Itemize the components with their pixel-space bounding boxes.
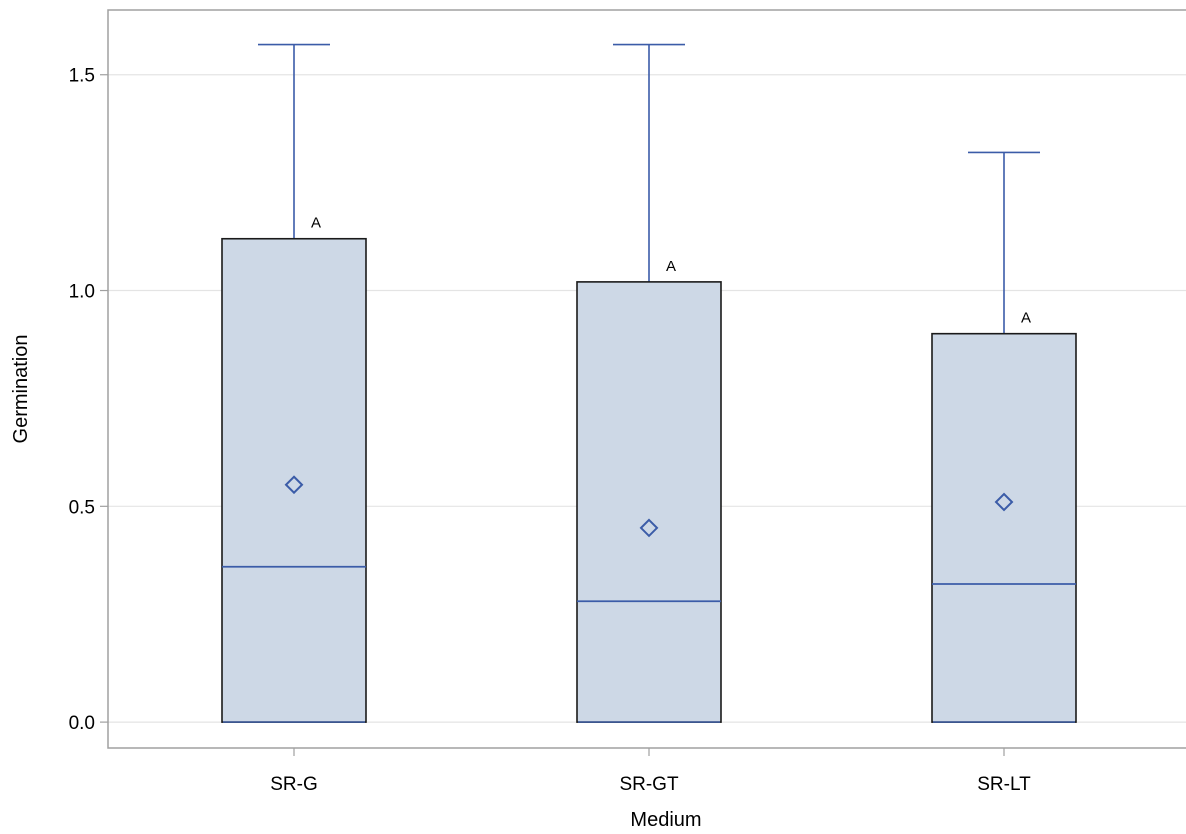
y-tick-label: 0.0 [69,713,95,734]
mean-marker [994,492,1014,512]
x-tick-label: SR-GT [619,774,679,795]
y-tick-label: 1.0 [69,282,95,303]
x-axis-title: Medium [630,809,701,831]
box-plot-series: A A A [221,43,1077,723]
mean-marker [284,475,304,495]
y-axis-title: Germination [10,335,32,444]
group-letter: A [666,258,676,275]
x-tick-label: SR-LT [977,774,1031,795]
box-body [576,281,722,723]
group-letter: A [311,215,321,232]
box-body [221,237,367,723]
plot-frame [107,9,1186,749]
x-tick-label: SR-G [270,774,318,795]
y-tick-label: 0.5 [69,497,95,518]
mean-marker [639,518,659,538]
group-letter: A [1021,310,1031,327]
box-sr-g: A [221,43,367,723]
box-sr-lt: A [931,151,1077,723]
y-tick-label: 1.5 [69,66,95,87]
axes: 0.0 0.5 1.0 1.5 SR-G SR-GT SR-LT [69,66,1032,795]
box-body [931,332,1077,723]
box-sr-gt: A [576,43,722,723]
